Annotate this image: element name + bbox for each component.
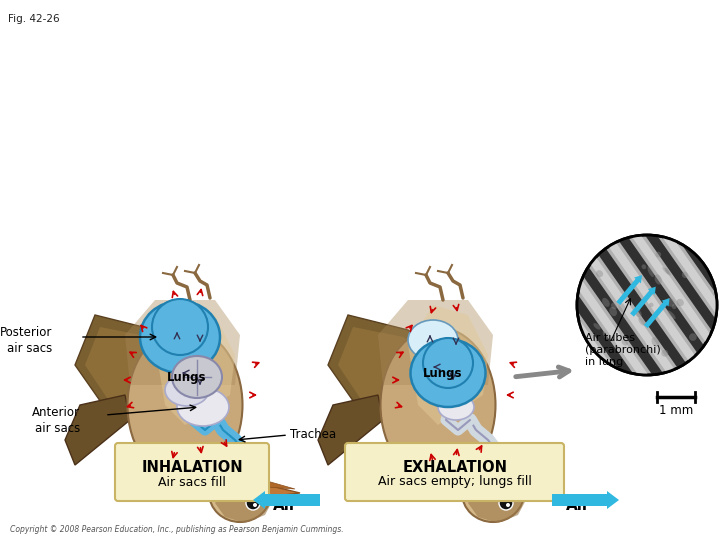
Polygon shape bbox=[463, 437, 493, 475]
Ellipse shape bbox=[666, 298, 675, 307]
Polygon shape bbox=[210, 437, 240, 475]
Polygon shape bbox=[215, 487, 273, 523]
Text: Air sacs fill: Air sacs fill bbox=[158, 476, 226, 489]
Circle shape bbox=[499, 496, 513, 510]
Circle shape bbox=[423, 338, 473, 388]
Ellipse shape bbox=[603, 331, 608, 340]
FancyArrow shape bbox=[616, 275, 642, 305]
Ellipse shape bbox=[689, 333, 697, 341]
FancyArrow shape bbox=[552, 491, 619, 509]
Ellipse shape bbox=[665, 268, 670, 274]
Ellipse shape bbox=[177, 388, 229, 426]
Text: Air: Air bbox=[566, 497, 590, 512]
Text: 1 mm: 1 mm bbox=[659, 404, 693, 417]
Ellipse shape bbox=[602, 298, 610, 307]
Polygon shape bbox=[85, 327, 200, 410]
Ellipse shape bbox=[667, 310, 675, 319]
Ellipse shape bbox=[609, 307, 617, 316]
Ellipse shape bbox=[481, 479, 511, 499]
Polygon shape bbox=[318, 395, 383, 465]
Ellipse shape bbox=[127, 327, 243, 483]
Polygon shape bbox=[378, 300, 493, 385]
Ellipse shape bbox=[661, 350, 668, 357]
Polygon shape bbox=[468, 487, 526, 523]
Text: Anterior
air sacs: Anterior air sacs bbox=[32, 406, 80, 435]
Ellipse shape bbox=[621, 339, 628, 346]
Ellipse shape bbox=[639, 318, 645, 326]
Polygon shape bbox=[155, 305, 235, 425]
Ellipse shape bbox=[682, 272, 688, 278]
Ellipse shape bbox=[462, 464, 524, 522]
Text: Air: Air bbox=[273, 497, 297, 512]
Ellipse shape bbox=[228, 479, 258, 499]
FancyArrow shape bbox=[253, 491, 320, 509]
Circle shape bbox=[506, 503, 510, 507]
Text: Copyright © 2008 Pearson Education, Inc., publishing as Pearson Benjamin Cumming: Copyright © 2008 Pearson Education, Inc.… bbox=[10, 525, 343, 535]
Text: Trachea: Trachea bbox=[290, 429, 336, 442]
Text: Air sacs empty; lungs fill: Air sacs empty; lungs fill bbox=[378, 476, 532, 489]
Text: Posterior
air sacs: Posterior air sacs bbox=[0, 326, 52, 354]
Ellipse shape bbox=[618, 303, 626, 313]
Polygon shape bbox=[328, 315, 458, 415]
Text: Fig. 42-26: Fig. 42-26 bbox=[8, 14, 60, 24]
Text: Lungs: Lungs bbox=[167, 370, 207, 383]
Ellipse shape bbox=[672, 304, 677, 309]
Ellipse shape bbox=[596, 270, 603, 277]
FancyArrow shape bbox=[630, 287, 656, 316]
Polygon shape bbox=[267, 485, 300, 497]
Ellipse shape bbox=[209, 464, 271, 522]
Polygon shape bbox=[75, 315, 205, 415]
Polygon shape bbox=[65, 395, 130, 465]
Ellipse shape bbox=[654, 274, 662, 285]
FancyBboxPatch shape bbox=[115, 443, 269, 501]
Ellipse shape bbox=[677, 299, 684, 306]
Polygon shape bbox=[338, 327, 453, 410]
Circle shape bbox=[246, 496, 260, 510]
FancyBboxPatch shape bbox=[345, 443, 564, 501]
Ellipse shape bbox=[593, 323, 600, 330]
Ellipse shape bbox=[662, 267, 671, 275]
Ellipse shape bbox=[140, 301, 220, 373]
Ellipse shape bbox=[427, 382, 457, 404]
Ellipse shape bbox=[635, 309, 642, 318]
Ellipse shape bbox=[652, 337, 660, 347]
Ellipse shape bbox=[649, 302, 654, 307]
Ellipse shape bbox=[438, 394, 474, 420]
Ellipse shape bbox=[611, 303, 617, 309]
Ellipse shape bbox=[380, 327, 495, 483]
Ellipse shape bbox=[172, 356, 222, 398]
Circle shape bbox=[152, 299, 208, 355]
Ellipse shape bbox=[410, 339, 485, 407]
Text: INHALATION: INHALATION bbox=[141, 460, 243, 475]
Ellipse shape bbox=[636, 307, 641, 312]
Text: Lungs: Lungs bbox=[423, 367, 463, 380]
FancyArrow shape bbox=[644, 298, 670, 328]
Text: Air tubes
(parabronchi)
in lung: Air tubes (parabronchi) in lung bbox=[585, 333, 661, 367]
Text: EXHALATION: EXHALATION bbox=[402, 460, 508, 475]
Circle shape bbox=[253, 503, 257, 507]
Ellipse shape bbox=[655, 252, 661, 258]
Polygon shape bbox=[520, 485, 553, 497]
Ellipse shape bbox=[642, 264, 647, 269]
Ellipse shape bbox=[647, 266, 654, 277]
Ellipse shape bbox=[165, 374, 209, 406]
Polygon shape bbox=[520, 481, 548, 489]
Circle shape bbox=[577, 235, 717, 375]
Ellipse shape bbox=[408, 320, 458, 360]
Polygon shape bbox=[408, 305, 488, 425]
Polygon shape bbox=[125, 300, 240, 385]
Polygon shape bbox=[267, 481, 295, 489]
